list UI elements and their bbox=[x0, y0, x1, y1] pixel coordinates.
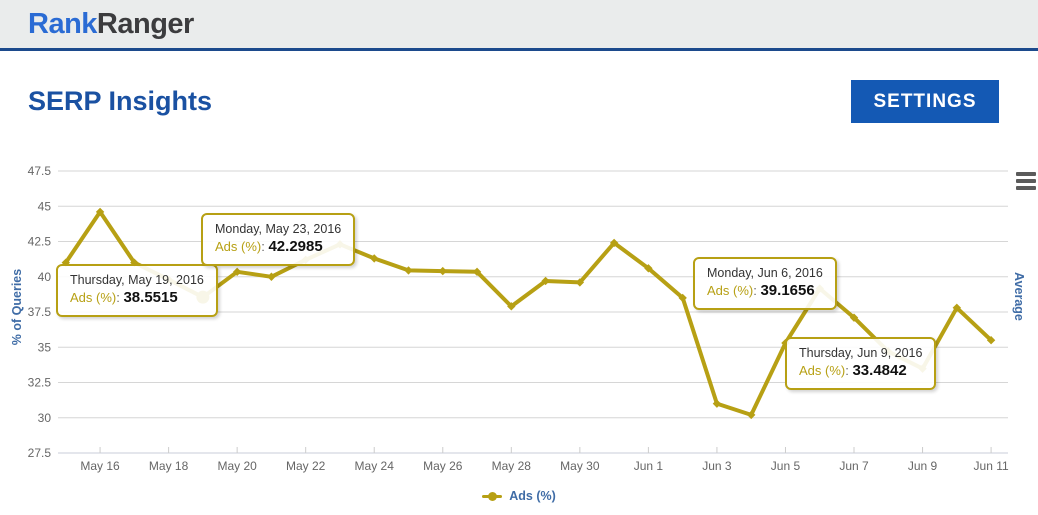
tooltip-separator: : bbox=[753, 283, 761, 298]
rankranger-logo[interactable]: RankRanger bbox=[28, 8, 194, 41]
data-point[interactable] bbox=[95, 207, 105, 217]
x-axis-tick-label: Jun 7 bbox=[839, 459, 869, 473]
x-axis-tick-label: May 18 bbox=[149, 459, 189, 473]
data-point[interactable] bbox=[609, 238, 619, 248]
tooltip-date: Thursday, Jun 9, 2016 bbox=[799, 346, 923, 360]
chart-legend: Ads (%) bbox=[0, 489, 1038, 503]
hamburger-icon[interactable] bbox=[1016, 172, 1038, 192]
tooltip-date: Thursday, May 19, 2016 bbox=[70, 273, 204, 287]
hamburger-bar bbox=[1016, 186, 1036, 190]
data-point[interactable] bbox=[747, 410, 756, 420]
x-axis-tick-label: Jun 1 bbox=[634, 459, 664, 473]
tooltip-value: 42.2985 bbox=[268, 238, 323, 255]
y-axis-tick-label: 45 bbox=[38, 199, 52, 213]
x-axis-tick-label: May 28 bbox=[492, 459, 532, 473]
hamburger-bar bbox=[1016, 179, 1036, 183]
tooltip-series-label: Ads (%) bbox=[707, 283, 754, 298]
x-axis-tick-label: May 24 bbox=[355, 459, 395, 473]
logo-text-rank: Rank bbox=[28, 8, 97, 40]
tooltip-series-label: Ads (%) bbox=[215, 239, 262, 254]
x-axis-tick-label: Jun 9 bbox=[908, 459, 938, 473]
data-point[interactable] bbox=[438, 266, 447, 276]
x-axis-tick-label: May 26 bbox=[423, 459, 463, 473]
y-axis-tick-label: 30 bbox=[38, 411, 52, 425]
tooltip-may23: Monday, May 23, 2016 Ads (%): 42.2985 bbox=[201, 213, 356, 266]
page-title: SERP Insights bbox=[28, 86, 213, 116]
data-point[interactable] bbox=[575, 278, 585, 287]
logo-text-ranger: Ranger bbox=[96, 8, 194, 40]
tooltip-value: 39.1656 bbox=[760, 282, 815, 299]
tooltip-date: Monday, Jun 6, 2016 bbox=[707, 266, 823, 280]
data-point[interactable] bbox=[644, 264, 653, 273]
data-point[interactable] bbox=[541, 276, 550, 286]
y-axis-tick-label: 32.5 bbox=[28, 376, 52, 390]
tooltip-jun6: Monday, Jun 6, 2016 Ads (%): 39.1656 bbox=[693, 257, 837, 310]
y-axis-tick-label: 42.5 bbox=[28, 235, 52, 249]
data-point[interactable] bbox=[507, 302, 516, 311]
x-axis-tick-label: Jun 11 bbox=[974, 459, 1009, 473]
y-axis-tick-label: 35 bbox=[38, 340, 52, 354]
data-point[interactable] bbox=[712, 399, 722, 408]
tooltip-separator: : bbox=[845, 363, 853, 378]
data-point[interactable] bbox=[986, 336, 996, 345]
data-point[interactable] bbox=[952, 303, 962, 312]
tooltip-date: Monday, May 23, 2016 bbox=[215, 222, 342, 236]
tooltip-value: 38.5515 bbox=[123, 289, 178, 306]
settings-button[interactable]: SETTINGS bbox=[851, 80, 999, 123]
data-point[interactable] bbox=[472, 267, 482, 277]
x-axis-tick-label: May 22 bbox=[286, 459, 326, 473]
y-axis-tick-label: 37.5 bbox=[28, 305, 52, 319]
hamburger-bar bbox=[1016, 172, 1036, 176]
legend-label: Ads (%) bbox=[509, 489, 556, 503]
data-point[interactable] bbox=[849, 313, 859, 322]
app-header: RankRanger bbox=[0, 0, 1038, 51]
data-point[interactable] bbox=[232, 267, 242, 277]
y-axis-tick-label: 40 bbox=[38, 270, 52, 284]
data-point[interactable] bbox=[370, 254, 379, 263]
tooltip-value: 33.4842 bbox=[852, 362, 907, 379]
x-axis-tick-label: May 30 bbox=[560, 459, 600, 473]
y-axis-tick-label: 27.5 bbox=[28, 446, 52, 460]
data-point[interactable] bbox=[404, 266, 413, 275]
x-axis-tick-label: Jun 3 bbox=[702, 459, 732, 473]
tooltip-series-label: Ads (%) bbox=[70, 290, 117, 305]
legend-line-marker-icon bbox=[482, 491, 503, 501]
data-point[interactable] bbox=[678, 293, 687, 303]
tooltip-jun9: Thursday, Jun 9, 2016 Ads (%): 33.4842 bbox=[785, 337, 937, 390]
data-point[interactable] bbox=[267, 272, 276, 281]
y-axis-tick-label: 47.5 bbox=[28, 164, 52, 178]
legend-item-ads[interactable]: Ads (%) bbox=[482, 489, 556, 503]
x-axis-tick-label: May 20 bbox=[217, 459, 257, 473]
data-point[interactable] bbox=[130, 258, 139, 267]
tooltip-separator: : bbox=[116, 290, 124, 305]
y-axis-title: % of Queries bbox=[10, 268, 24, 346]
right-axis-title: Average bbox=[1012, 272, 1026, 321]
x-axis-tick-label: May 16 bbox=[80, 459, 120, 473]
x-axis-tick-label: Jun 5 bbox=[771, 459, 801, 473]
tooltip-separator: : bbox=[261, 239, 269, 254]
ads-series-line bbox=[63, 209, 994, 417]
tooltip-may19: Thursday, May 19, 2016 Ads (%): 38.5515 bbox=[56, 264, 218, 317]
tooltip-series-label: Ads (%) bbox=[799, 363, 846, 378]
